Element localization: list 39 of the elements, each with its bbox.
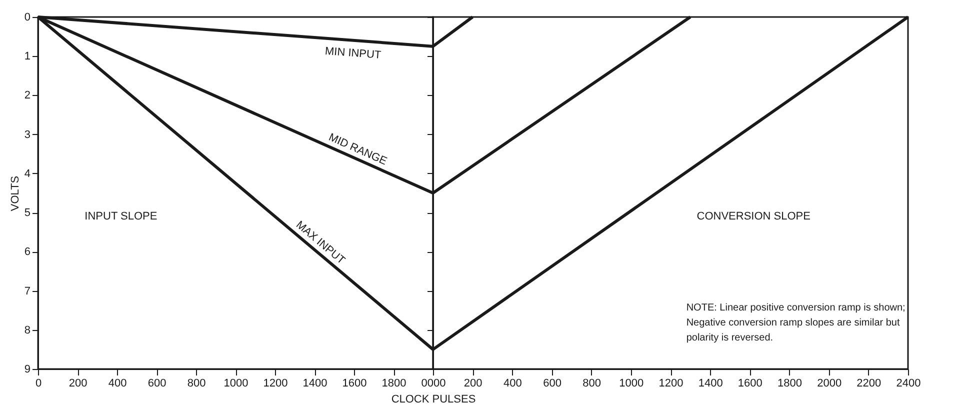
- y-tick-label: 5: [24, 207, 30, 220]
- x-tick-label: 600: [148, 378, 166, 390]
- y-tick-label: 6: [24, 246, 30, 258]
- x-tick-label: 1000: [224, 378, 248, 390]
- x-tick-label: 400: [108, 378, 127, 390]
- x-tick-label: 800: [187, 378, 206, 390]
- y-tick-label: 0: [24, 12, 30, 24]
- x-tick-label: 200: [68, 378, 88, 390]
- x-axis-title: CLOCK PULSES: [391, 394, 476, 406]
- annotation: INPUT SLOPE: [84, 210, 158, 223]
- series-label: MIN INPUT: [324, 45, 382, 62]
- x-tick-label: 0: [35, 378, 42, 390]
- x-tick-label: 1200: [263, 378, 288, 390]
- annotation: CONVERSION SLOPE: [696, 210, 810, 223]
- x-tick-label: 2000: [817, 378, 842, 390]
- x-tick-label: 1600: [342, 378, 367, 390]
- x-tick-label: 400: [503, 378, 522, 390]
- y-axis-title: VOLTS: [9, 176, 22, 212]
- x-tick-label: 1400: [698, 378, 723, 390]
- x-tick-label: 2400: [896, 378, 921, 390]
- x-tick-label: 1200: [658, 378, 684, 390]
- x-tick-label: 0000: [421, 378, 446, 390]
- x-tick-label: 2200: [856, 378, 882, 390]
- x-tick-label: 1000: [619, 378, 644, 390]
- y-tick-label: 9: [24, 364, 30, 376]
- x-tick-label: 600: [543, 378, 562, 390]
- y-tick-label: 7: [24, 285, 30, 298]
- y-tick-label: 3: [24, 128, 30, 141]
- x-tick-label: 1800: [778, 378, 802, 390]
- x-tick-label: 1400: [302, 378, 328, 390]
- y-tick-label: 1: [24, 50, 30, 63]
- y-tick-label: 4: [24, 168, 30, 180]
- x-tick-label: 1600: [738, 378, 762, 390]
- x-tick-label: 800: [582, 378, 602, 390]
- y-tick-label: 8: [24, 324, 30, 336]
- annotation: NOTE: Linear positive conversion ramp is shown; Negative conversion ramp slopes are similar but polarity is reversed.: [686, 302, 906, 344]
- y-tick-label: 2: [24, 90, 30, 102]
- x-tick-label: 1800: [382, 378, 406, 390]
- x-tick-label: 200: [464, 378, 482, 390]
